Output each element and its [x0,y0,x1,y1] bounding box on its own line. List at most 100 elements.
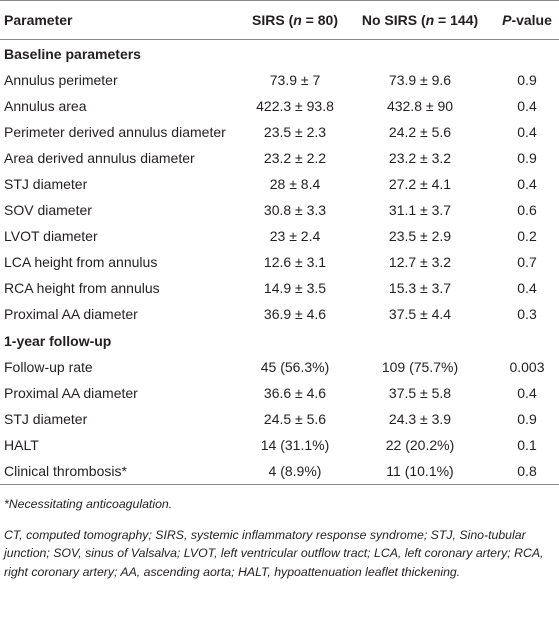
cell: 14.9 ± 3.5 [263,280,327,296]
cell: 0.7 [517,254,537,270]
cell: 0.2 [517,228,537,244]
cell: 12.6 ± 3.1 [263,254,327,270]
cell: 4 (8.9%) [245,458,345,485]
cell: 0.4 [517,385,537,401]
footnote: CT, computed tomography; SIRS, systemic … [4,527,544,579]
row-label: Area derived annulus diameter [4,150,195,166]
cell: 23.2 ± 3.2 [388,150,452,166]
header-cell: SIRS (n = 80) [245,0,345,40]
cell: 45 (56.3%) [260,359,330,375]
cell: 0.4 [517,176,537,192]
cell: 422.3 ± 93.8 [256,98,334,114]
cell: 432.8 ± 90 [386,98,454,114]
cell: 0.4 [517,98,537,114]
row-label: STJ diameter [4,411,88,427]
cell: 109 (75.7%) [381,359,459,375]
cell: 23.5 ± 2.3 [263,124,327,140]
row-label: SOV diameter [4,202,92,218]
cell: 73.9 ± 7 [269,72,321,88]
data-row: Clinical thrombosis* 4 (8.9%) 11 (10.1%) 0.… [0,458,559,485]
table-body: Baseline parameters Annulus perimeter 73.9… [0,40,559,485]
section-title: Baseline parameters [4,45,141,62]
data-row: LVOT diameter 23 ± 2.4 23.5 ± 2.9 0.2 [0,223,559,249]
header-cell: P-value [495,0,559,40]
header-text: No SIRS ( [361,12,426,28]
row-label: Perimeter derived annulus diameter [4,124,226,140]
cell: 0.4 [517,124,537,140]
section-row: Baseline parameters [0,40,559,68]
header-text: = 144) [434,12,479,28]
cell: 30.8 ± 3.3 [263,202,327,218]
data-row: STJ diameter 28 ± 8.4 27.2 ± 4.1 0.4 [0,171,559,197]
cell: 11 (10.1%) [345,458,495,485]
cell: 0.003 [509,359,545,375]
section-title: 1-year follow-up [4,332,112,349]
cell: 0.9 [517,411,537,427]
cell: 27.2 ± 4.1 [388,176,452,192]
row-label: Clinical thrombosis* [0,458,245,485]
row-label: LVOT diameter [4,228,98,244]
data-row: RCA height from annulus 14.9 ± 3.5 15.3 ± … [0,275,559,301]
cell: 23 ± 2.4 [269,228,321,244]
row-label: RCA height from annulus [4,280,160,296]
row-label: Annulus perimeter [4,72,118,88]
row-label: Proximal AA diameter [4,385,138,401]
data-row: Annulus perimeter 73.9 ± 7 73.9 ± 9.6 0.9 [0,67,559,93]
data-row: Proximal AA diameter 36.6 ± 4.6 37.5 ± 5.8… [0,380,559,406]
cell: 14 (31.1%) [260,437,330,453]
cell: 23.2 ± 2.2 [263,150,327,166]
data-table: Parameter SIRS (n = 80) No SIRS (n = 144) P… [0,0,559,485]
cell: 37.5 ± 5.8 [388,385,452,401]
row-label: HALT [4,437,39,453]
header-text: Parameter [4,12,73,28]
row-label: LCA height from annulus [4,254,158,270]
cell: 15.3 ± 3.7 [388,280,452,296]
header-text: n [293,12,302,28]
cell: 0.4 [517,280,537,296]
cell: 22 (20.2%) [385,437,455,453]
header-text: P [502,12,512,28]
header-text: -value [511,12,552,28]
cell: 36.6 ± 4.6 [263,385,327,401]
cell: 0.3 [517,306,537,322]
data-row: LCA height from annulus 12.6 ± 3.1 12.7 ± … [0,249,559,275]
header-cell: Parameter [0,0,245,40]
row-label: STJ diameter [4,176,88,192]
header-cell: No SIRS (n = 144) [345,0,495,40]
data-row: STJ diameter 24.5 ± 5.6 24.3 ± 3.9 0.9 [0,406,559,432]
row-label: Follow-up rate [4,359,93,375]
cell: 31.1 ± 3.7 [388,202,452,218]
cell: 37.5 ± 4.4 [388,306,452,322]
cell: 23.5 ± 2.9 [388,228,452,244]
data-row: Area derived annulus diameter 23.2 ± 2.2 2… [0,145,559,171]
cell: 24.2 ± 5.6 [388,124,452,140]
cell: 73.9 ± 9.6 [388,72,452,88]
cell: 24.3 ± 3.9 [388,411,452,427]
footnotes: *Necessitating anticoagulation. CT, compu… [0,485,559,581]
header-text: n [425,12,435,28]
footnote: *Necessitating anticoagulation. [4,497,173,511]
header-text: SIRS ( [252,12,294,28]
table-header: Parameter SIRS (n = 80) No SIRS (n = 144) P… [0,0,559,40]
header-row: Parameter SIRS (n = 80) No SIRS (n = 144) P… [0,0,559,40]
row-label: Annulus area [4,98,87,114]
data-row: Annulus area 422.3 ± 93.8 432.8 ± 90 0.4 [0,93,559,119]
header-text: = 80) [301,12,338,28]
data-row: Perimeter derived annulus diameter 23.5 ±… [0,119,559,145]
data-row: SOV diameter 30.8 ± 3.3 31.1 ± 3.7 0.6 [0,197,559,223]
cell: 0.9 [517,72,537,88]
cell: 36.9 ± 4.6 [263,306,327,322]
data-row: HALT 14 (31.1%) 22 (20.2%) 0.1 [0,432,559,458]
data-row: Proximal AA diameter 36.9 ± 4.6 37.5 ± 4.4… [0,301,559,327]
cell: 28 ± 8.4 [269,176,321,192]
cell: 0.9 [517,150,537,166]
section-row: 1-year follow-up [0,327,559,354]
cell: 0.1 [517,437,537,453]
row-label: Proximal AA diameter [4,306,138,322]
cell: 0.8 [495,458,559,485]
cell: 12.7 ± 3.2 [388,254,452,270]
cell: 24.5 ± 5.6 [263,411,327,427]
cell: 0.6 [517,202,537,218]
data-row: Follow-up rate 45 (56.3%) 109 (75.7%) 0.003 [0,354,559,380]
